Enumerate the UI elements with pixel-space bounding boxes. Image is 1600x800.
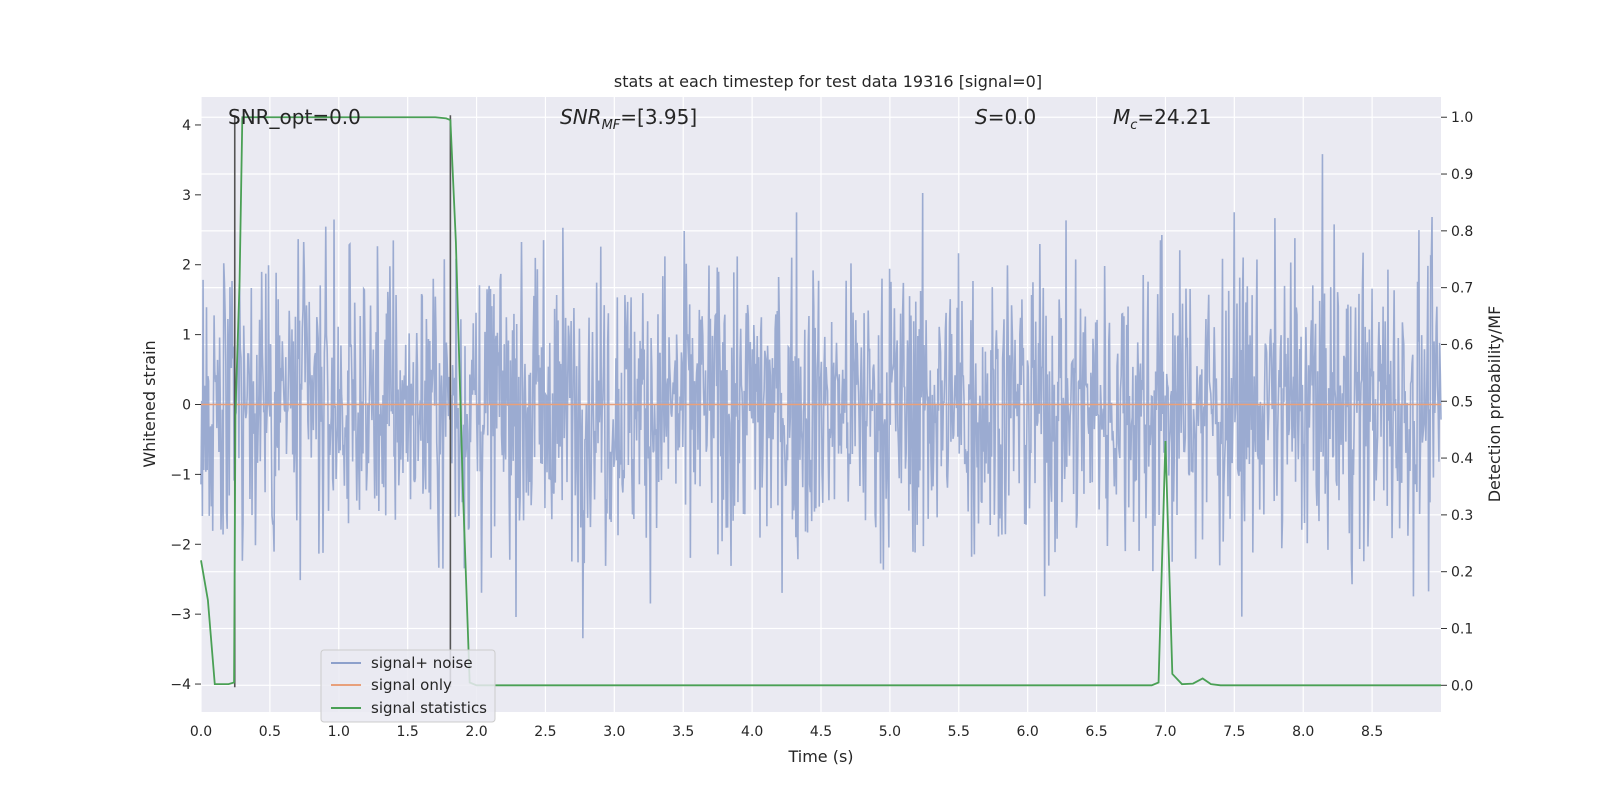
- legend-label-signal: signal only: [371, 676, 452, 694]
- x-tick-label: 5.5: [948, 724, 970, 740]
- y2-tick-label: 0.1: [1451, 621, 1473, 637]
- y-tick-label: 1: [182, 328, 191, 344]
- signal-statistics-series: [200, 116, 1441, 687]
- y2-axis-label: Detection probability/MF: [1485, 306, 1504, 503]
- y2-tick-label: 0.4: [1451, 451, 1473, 467]
- y2-tick-label: 0.8: [1451, 224, 1473, 240]
- x-tick-label: 4.0: [741, 724, 763, 740]
- y-axis-ticks: 4 3 2 1 0 −1 −2 −3 −4: [170, 118, 201, 693]
- y-tick-label: 0: [182, 398, 191, 414]
- y2-tick-label: 0.5: [1451, 394, 1473, 410]
- mc-symbol: M: [1113, 105, 1130, 129]
- x-tick-label: 2.5: [534, 724, 556, 740]
- y-tick-label: −1: [170, 467, 191, 483]
- snr-opt-annotation: SNR_opt=0.0: [228, 105, 361, 129]
- signal-noise-series: [200, 154, 1442, 639]
- snr-mf-value: =[3.95]: [620, 105, 697, 129]
- legend-box: [320, 649, 496, 723]
- noise-line: [200, 154, 1442, 639]
- legend-label-stats: signal statistics: [371, 699, 487, 717]
- x-tick-label: 5.0: [879, 724, 901, 740]
- legend-label-noise: signal+ noise: [371, 654, 473, 672]
- x-tick-label: 3.0: [603, 724, 625, 740]
- x-tick-label: 6.5: [1085, 724, 1107, 740]
- statistics-line: [200, 116, 1441, 687]
- x-axis-label: Time (s): [787, 747, 853, 766]
- x-tick-label: 6.0: [1017, 724, 1039, 740]
- x-tick-label: 2.0: [465, 724, 487, 740]
- x-tick-label: 7.0: [1154, 724, 1176, 740]
- x-tick-label: 3.5: [672, 724, 694, 740]
- x-tick-label: 8.0: [1292, 724, 1314, 740]
- s-annotation: S=0.0: [975, 105, 1036, 129]
- mc-sub: c: [1130, 118, 1137, 133]
- y2-tick-label: 0.6: [1451, 337, 1473, 353]
- x-tick-label: 1.0: [328, 724, 350, 740]
- x-tick-label: 0.0: [190, 724, 212, 740]
- s-symbol: S: [975, 105, 988, 129]
- x-tick-label: 4.5: [810, 724, 832, 740]
- y2-tick-label: 0.3: [1451, 508, 1473, 524]
- x-axis-ticks: 0.0 0.5 1.0 1.5 2.0 2.5 3.0 3.5 4.0 4.5 5.0 5.5 6.0 6…: [190, 724, 1383, 740]
- y2-axis-ticks: 1.0 0.9 0.8 0.7 0.6 0.5 0.4 0.3 0.2 0.1 0.0: [1441, 110, 1473, 694]
- y-tick-label: 2: [182, 258, 191, 274]
- mc-annotation: Mc=24.21: [1113, 105, 1211, 133]
- chart-title: stats at each timestep for test data 193…: [614, 72, 1042, 91]
- y-tick-label: −4: [170, 677, 191, 693]
- s-value: =0.0: [988, 105, 1037, 129]
- snr-mf-annotation: SNRMF=[3.95]: [560, 105, 697, 133]
- y-axis-label: Whitened strain: [140, 340, 159, 467]
- snr-mf-main: SNR: [560, 105, 602, 129]
- y2-tick-label: 0.0: [1451, 678, 1473, 694]
- mc-value: =24.21: [1137, 105, 1211, 129]
- legend: signal+ noise signal only signal statist…: [320, 649, 496, 723]
- y-tick-label: −2: [170, 537, 191, 553]
- y-tick-label: −3: [170, 607, 191, 623]
- y-tick-label: 4: [182, 118, 191, 134]
- x-tick-label: 1.5: [397, 724, 419, 740]
- y2-tick-label: 0.9: [1451, 167, 1473, 183]
- y2-tick-label: 0.2: [1451, 565, 1473, 581]
- y2-tick-label: 0.7: [1451, 281, 1473, 297]
- x-tick-label: 0.5: [259, 724, 281, 740]
- annotations: SNR_opt=0.0 SNRMF=[3.95] S=0.0 Mc=24.21: [228, 105, 1211, 133]
- x-tick-label: 7.5: [1223, 724, 1245, 740]
- y2-tick-label: 1.0: [1451, 110, 1473, 126]
- x-tick-label: 8.5: [1361, 724, 1383, 740]
- snr-mf-sub: MF: [602, 118, 621, 133]
- y-tick-label: 3: [182, 188, 191, 204]
